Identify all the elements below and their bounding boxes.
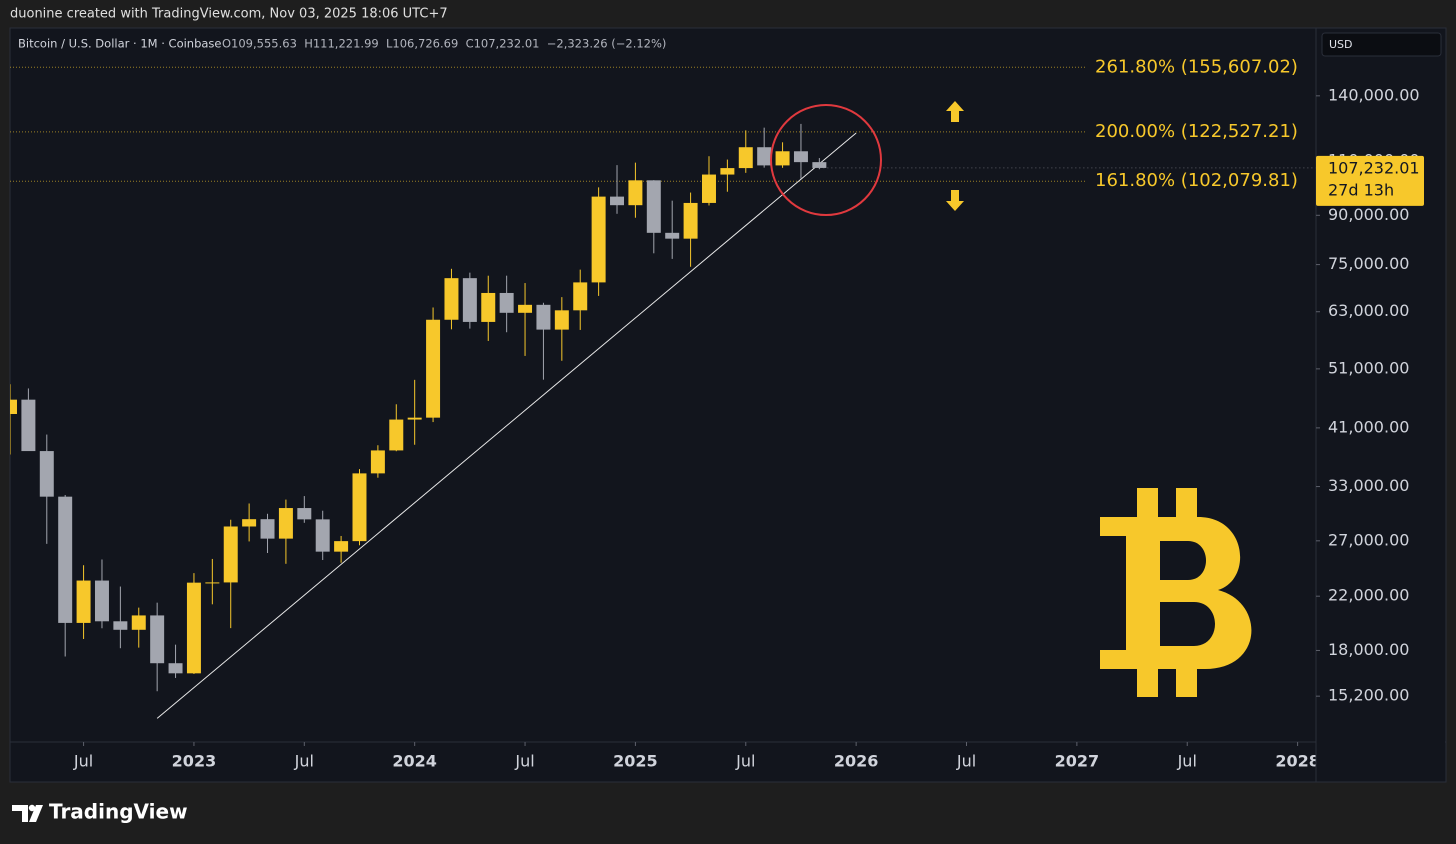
candle-body (186, 582, 201, 674)
candle-body (407, 417, 422, 420)
trendline (156, 132, 857, 719)
x-tick-label: 2027 (1055, 752, 1100, 771)
candle-body (334, 541, 349, 552)
credit: duonine created with TradingView.com, No… (10, 7, 448, 22)
y-tick-label: 90,000.00 (1328, 205, 1409, 224)
brand-name: TradingView (49, 800, 188, 824)
price-scale (1316, 29, 1445, 781)
candle-body (223, 526, 238, 583)
y-tick-label: 33,000.00 (1328, 476, 1409, 495)
x-axis: Jul 2023 Jul 2024 Jul 2025 Jul 2026 Jul 2027 Jul 20… (73, 742, 1320, 771)
candle-body (297, 508, 312, 520)
x-tick-label: 2023 (172, 752, 217, 771)
highlight-circle (770, 104, 882, 216)
candle-body (352, 473, 367, 542)
x-tick-label: Jul (73, 752, 93, 771)
candle-body (518, 304, 533, 313)
x-tick-label: 2024 (392, 752, 437, 771)
candle-body (150, 615, 165, 664)
plot-area (10, 66, 1316, 719)
candle-body (39, 451, 54, 497)
currency: USD (1329, 38, 1353, 51)
x-tick-label: 2025 (613, 752, 658, 771)
candle-body (168, 663, 183, 674)
candle-body (462, 278, 477, 322)
candle-body (628, 180, 643, 206)
candle-body (426, 319, 441, 418)
candle-body (812, 162, 827, 168)
x-tick-label: 2028 (1275, 752, 1320, 771)
candle-body (793, 151, 808, 163)
candle-body (775, 151, 790, 166)
candle-body (58, 496, 73, 623)
candle-body (665, 232, 680, 239)
y-tick-label: 63,000.00 (1328, 301, 1409, 320)
candle-body (536, 304, 551, 330)
candle-body (757, 147, 772, 166)
candle-body (242, 519, 257, 527)
candle-body (278, 508, 293, 539)
candle-body (554, 310, 569, 330)
candle-body (701, 174, 716, 203)
x-tick-label: Jul (294, 752, 314, 771)
y-tick-label: 51,000.00 (1328, 358, 1409, 377)
fib-label: 161.80% (102,079.81) (1095, 170, 1298, 191)
x-tick-label: 2026 (834, 752, 879, 771)
y-tick-label: 75,000.00 (1328, 254, 1409, 273)
overlay: 261.80% (155,607.02) 200.00% (122,527.21)… (770, 56, 1298, 697)
candle-body (315, 519, 330, 552)
fib-label: 261.80% (155,607.02) (1095, 56, 1298, 77)
ohlc-legend: O109,555.63 H111,221.99 L106,726.69 C107… (222, 37, 666, 51)
candle-body (94, 580, 109, 622)
candle-body (499, 292, 514, 313)
candle-body (76, 580, 91, 623)
candle-body (610, 196, 625, 206)
candle-body (444, 278, 459, 320)
candle-body (10, 399, 17, 414)
y-tick-label: 41,000.00 (1328, 417, 1409, 436)
y-tick-label: 15,200.00 (1328, 686, 1409, 705)
y-tick-label: 22,000.00 (1328, 586, 1409, 605)
chart-title: Bitcoin / U.S. Dollar · 1M · Coinbase (18, 37, 222, 51)
candle-body (389, 419, 404, 451)
up-arrow (946, 101, 964, 122)
fib-label: 200.00% (122,527.21) (1095, 121, 1298, 142)
down-arrow (946, 190, 964, 211)
candle-body (131, 615, 146, 630)
x-tick-label: Jul (956, 752, 976, 771)
x-tick-label: Jul (1177, 752, 1197, 771)
candle-body (738, 147, 753, 169)
currency-box (1321, 32, 1442, 57)
candle-body (21, 399, 36, 452)
candle-body (720, 168, 735, 175)
y-axis: 15,200.00 18,000.00 22,000.00 27,000.00 33,0… (1316, 85, 1424, 705)
candle-body (591, 196, 606, 283)
candle-body (683, 202, 698, 239)
candle-body (205, 582, 220, 584)
brand: TradingView (12, 800, 188, 824)
bitcoin-logo (1100, 488, 1252, 697)
x-tick-label: Jul (514, 752, 534, 771)
candle-body (370, 450, 385, 474)
candle-body (113, 621, 128, 630)
candle-body (481, 292, 496, 322)
candle-body (260, 519, 275, 539)
last-price: 107,232.01 (1328, 158, 1420, 177)
candle-body (573, 282, 588, 311)
countdown: 27d 13h (1328, 180, 1394, 199)
last-price-box (1316, 155, 1424, 206)
candle-body (646, 180, 661, 233)
y-tick-label: 27,000.00 (1328, 530, 1409, 549)
y-tick-label: 18,000.00 (1328, 640, 1409, 659)
y-tick-label: 140,000.00 (1328, 85, 1420, 104)
x-tick-label: Jul (735, 752, 755, 771)
